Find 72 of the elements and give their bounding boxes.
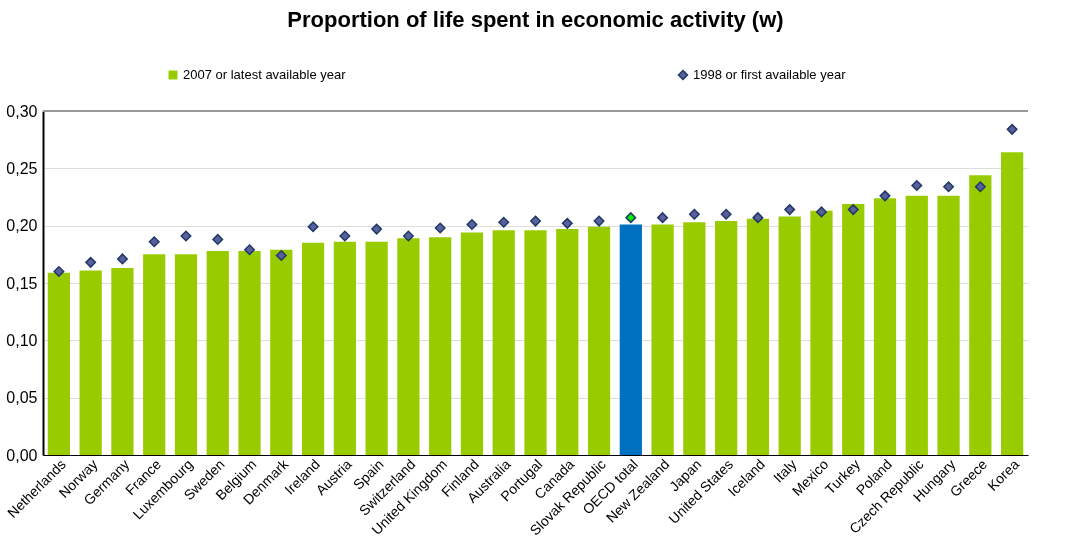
point: [593, 215, 605, 227]
bar: [47, 272, 71, 455]
point: [339, 230, 351, 242]
point: [275, 249, 287, 261]
point: [815, 206, 827, 218]
bar: [683, 222, 706, 455]
point: [148, 236, 160, 248]
point: [371, 223, 383, 235]
bar: [365, 241, 388, 455]
point: [1006, 123, 1018, 135]
point: [625, 212, 637, 224]
bar: [1000, 152, 1024, 455]
point: [244, 244, 256, 256]
point: [434, 222, 446, 234]
point: [847, 204, 859, 216]
y-tick-label: 0,30: [6, 102, 38, 120]
y-tick-label: 0,15: [6, 274, 38, 292]
bar: [429, 237, 452, 455]
point: [688, 208, 700, 220]
bar: [746, 218, 770, 455]
y-tick-label: 0,10: [6, 331, 38, 349]
point: [974, 181, 986, 193]
bar: [715, 221, 738, 455]
point: [911, 180, 923, 192]
bar: [873, 198, 897, 455]
point: [879, 190, 891, 202]
bar: [524, 230, 547, 455]
bar: [937, 195, 960, 455]
point: [752, 212, 764, 224]
bar: [556, 229, 579, 455]
bar: [460, 232, 484, 455]
point: [720, 208, 732, 220]
bar: [651, 224, 674, 455]
y-tick-label: 0,20: [6, 217, 38, 235]
bar: [778, 216, 801, 455]
bar: [143, 254, 166, 455]
bar: [333, 241, 356, 455]
bar: [174, 254, 198, 455]
point: [53, 266, 65, 278]
point: [943, 181, 955, 193]
bar: [810, 210, 833, 455]
point: [657, 212, 669, 224]
point: [307, 221, 319, 233]
bar: [111, 268, 134, 455]
chart-title: Proportion of life spent in economic activity (w): [287, 6, 784, 32]
point: [784, 204, 796, 216]
bar: [79, 270, 102, 455]
bar: [492, 230, 515, 455]
y-tick-label: 0,25: [6, 159, 38, 177]
point: [116, 253, 128, 265]
point: [402, 230, 414, 242]
bar: [206, 250, 229, 455]
y-tick-label: 0,00: [6, 446, 38, 464]
legend-label: 2007 or latest available year: [183, 67, 347, 82]
y-tick-label: 0,05: [6, 389, 38, 407]
bar: [619, 224, 642, 455]
bar: [587, 226, 611, 455]
legend-label: 1998 or first available year: [693, 67, 847, 82]
point: [561, 217, 573, 229]
bar: [905, 195, 928, 455]
point: [466, 219, 478, 231]
bar: [270, 249, 293, 455]
point: [498, 216, 510, 228]
point: [180, 230, 192, 242]
bar: [238, 250, 261, 455]
point: [530, 215, 541, 227]
bar: [969, 175, 992, 455]
bar: [397, 238, 420, 455]
point: [85, 256, 97, 268]
point: [212, 233, 224, 245]
bar: [842, 203, 865, 455]
bar: [301, 242, 325, 455]
